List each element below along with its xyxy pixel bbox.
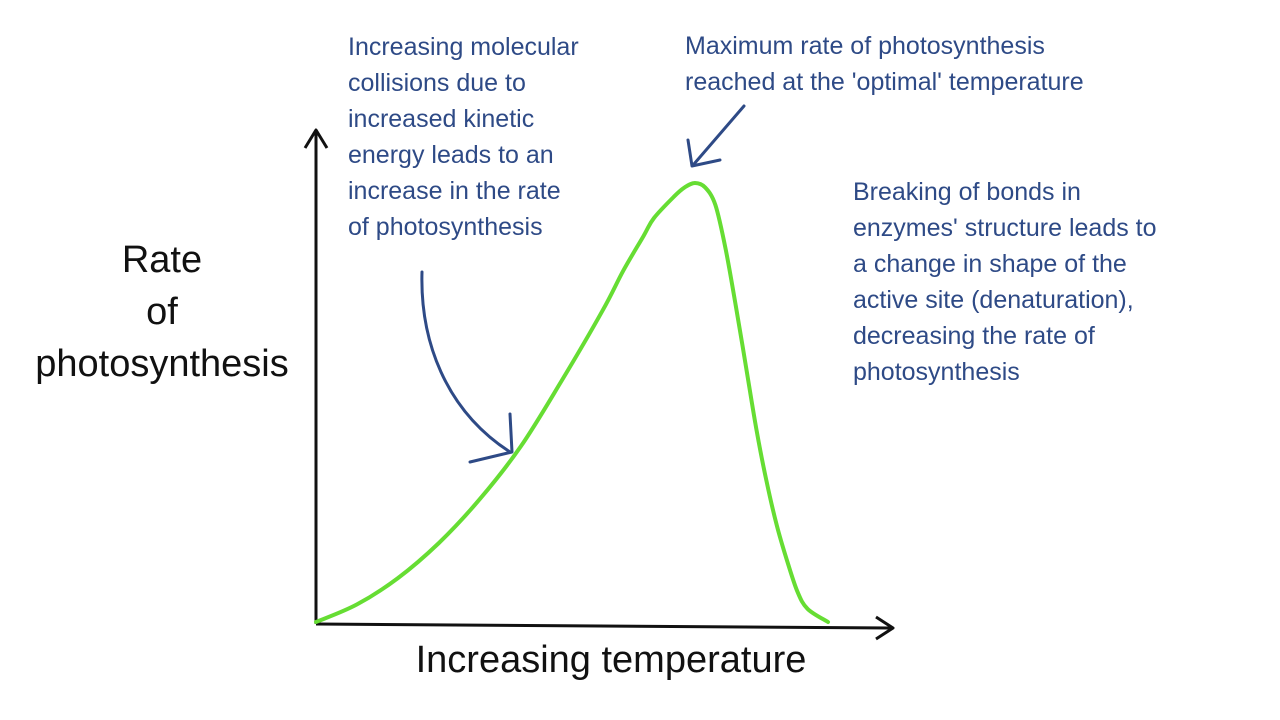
data-point-2 [396, 576, 400, 580]
data-point-8 [621, 269, 625, 273]
annotation-maximum: Maximum rate of photosynthesis reached a… [685, 32, 1084, 96]
data-point-11 [672, 194, 676, 198]
data-point-7 [601, 308, 605, 312]
annotation-denaturation-line-3: a change in shape of the [853, 250, 1127, 278]
data-point-20 [765, 480, 769, 484]
annotation-denaturation-line-1: Breaking of bonds in [853, 178, 1081, 206]
y-axis-label-line-1: Rate [122, 239, 202, 281]
data-point-13 [693, 181, 697, 185]
data-point-0 [314, 620, 318, 624]
data-point-14 [703, 185, 707, 189]
data-point-19 [754, 427, 758, 431]
annotation-maximum-line-2: reached at the 'optimal' temperature [685, 68, 1084, 96]
data-point-17 [734, 304, 738, 308]
data-point-9 [642, 234, 646, 238]
arrow-increase-shaft [420, 270, 512, 454]
data-point-3 [437, 541, 441, 545]
arrow-increase-head [468, 412, 514, 464]
y-axis-label-line-3: photosynthesis [35, 343, 289, 385]
data-point-1 [355, 602, 359, 606]
y-axis-label-line-2: of [146, 291, 178, 333]
annotation-denaturation-line-6: photosynthesis [853, 358, 1020, 386]
data-point-4 [478, 497, 482, 501]
data-point-22 [785, 559, 789, 563]
arrow-maximum-head [686, 138, 722, 168]
annotation-increase: Increasing molecular collisions due to i… [348, 33, 586, 241]
data-point-6 [560, 379, 564, 383]
x-axis-label: Increasing temperature [416, 639, 807, 681]
data-point-15 [713, 203, 717, 207]
data-point-12 [683, 185, 687, 189]
annotation-denaturation-line-2: enzymes' structure leads to [853, 214, 1157, 242]
data-point-5 [519, 444, 523, 448]
annotation-increase-line-2: collisions due to [348, 69, 526, 97]
data-point-21 [775, 523, 779, 527]
data-point-16 [724, 247, 728, 251]
annotation-increase-line-1: Increasing molecular [348, 33, 579, 61]
annotation-increase-line-3: increased kinetic [348, 105, 534, 133]
annotation-denaturation-line-4: active site (denaturation), [853, 286, 1134, 314]
series-line-rate [314, 181, 830, 624]
annotation-denaturation: Breaking of bonds in enzymes' structure … [853, 178, 1163, 386]
data-point-23 [795, 589, 799, 593]
data-point-25 [826, 620, 830, 624]
x-axis-line [315, 622, 893, 630]
x-axis-arrowhead [875, 615, 895, 641]
y-axis-arrowhead [303, 128, 329, 149]
annotation-increase-line-5: increase in the rate [348, 177, 561, 205]
annotation-increase-line-4: energy leads to an [348, 141, 554, 169]
data-point-18 [744, 365, 748, 369]
annotation-maximum-line-1: Maximum rate of photosynthesis [685, 32, 1045, 60]
annotation-increase-line-6: of photosynthesis [348, 213, 543, 241]
annotation-denaturation-line-5: decreasing the rate of [853, 322, 1095, 350]
arrow-maximum-shaft [692, 104, 746, 166]
data-point-24 [806, 607, 810, 611]
data-point-10 [652, 216, 656, 220]
